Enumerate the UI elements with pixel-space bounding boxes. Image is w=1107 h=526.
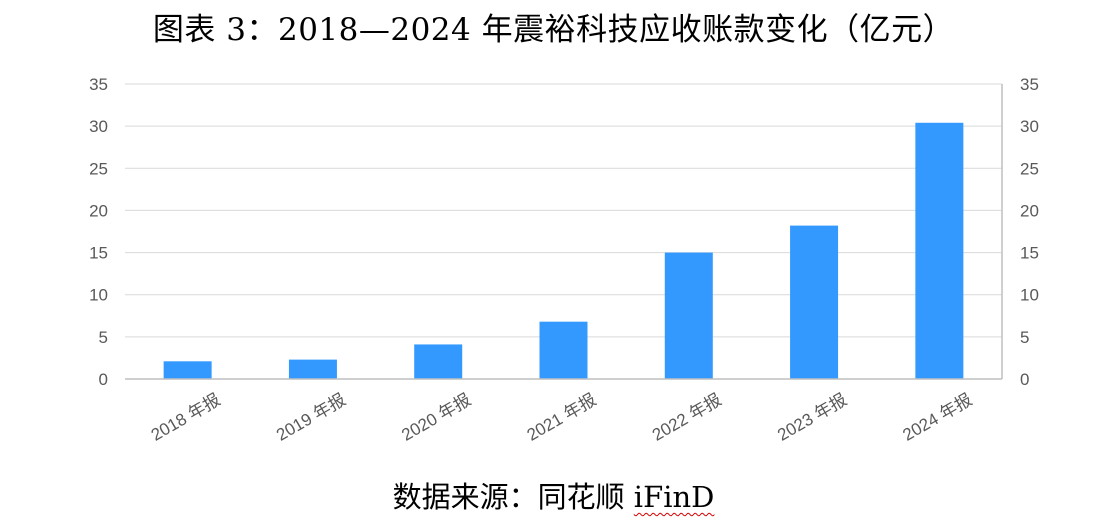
y-tick-left: 20 [89, 201, 108, 220]
y-tick-right: 25 [1020, 159, 1039, 178]
y-tick-right: 35 [1020, 75, 1039, 94]
x-tick-label: 2022 年报 [649, 390, 725, 445]
bars [163, 122, 964, 380]
y-tick-right: 20 [1020, 201, 1039, 220]
y-axis-right-ticks: 0 5 10 15 20 25 30 35 [1020, 75, 1039, 389]
chart-title: 图表 3：2018—2024 年震裕科技应收账款变化（亿元） [152, 12, 955, 48]
y-tick-left: 0 [99, 370, 108, 389]
y-tick-left: 35 [89, 75, 108, 94]
bar-2018 [163, 361, 212, 379]
y-tick-left: 30 [89, 117, 108, 136]
y-tick-right: 15 [1020, 244, 1039, 263]
bar-2019 [288, 359, 337, 379]
y-tick-right: 0 [1020, 370, 1029, 389]
y-tick-right: 10 [1020, 286, 1039, 305]
bar-2023 [790, 225, 839, 379]
x-tick-label: 2024 年报 [900, 390, 976, 445]
y-tick-left: 25 [89, 159, 108, 178]
x-tick-label: 2018 年报 [148, 390, 224, 445]
y-tick-left: 10 [89, 286, 108, 305]
x-tick-label: 2023 年报 [774, 390, 850, 445]
x-tick-label: 2019 年报 [273, 390, 349, 445]
y-tick-left: 5 [99, 328, 108, 347]
source-brand: iFinD [633, 480, 715, 514]
y-axis-left-ticks: 0 5 10 15 20 25 30 35 [89, 75, 108, 389]
source-prefix: 数据来源：同花顺 [392, 480, 634, 514]
bar-2022 [664, 252, 713, 379]
gridlines [125, 83, 1002, 338]
axes [125, 84, 1003, 380]
x-tick-label: 2021 年报 [524, 390, 600, 445]
y-tick-right: 30 [1020, 117, 1039, 136]
bar-2024 [915, 122, 964, 380]
data-source: 数据来源：同花顺 iFinD [0, 474, 1107, 516]
x-tick-label: 2020 年报 [398, 390, 474, 445]
bar-2021 [539, 321, 588, 379]
y-tick-left: 15 [89, 244, 108, 263]
bar-2020 [414, 344, 463, 379]
y-tick-right: 5 [1020, 328, 1029, 347]
x-axis-ticks: 2018 年报 2019 年报 2020 年报 2021 年报 2022 年报 2023 … [148, 390, 976, 445]
